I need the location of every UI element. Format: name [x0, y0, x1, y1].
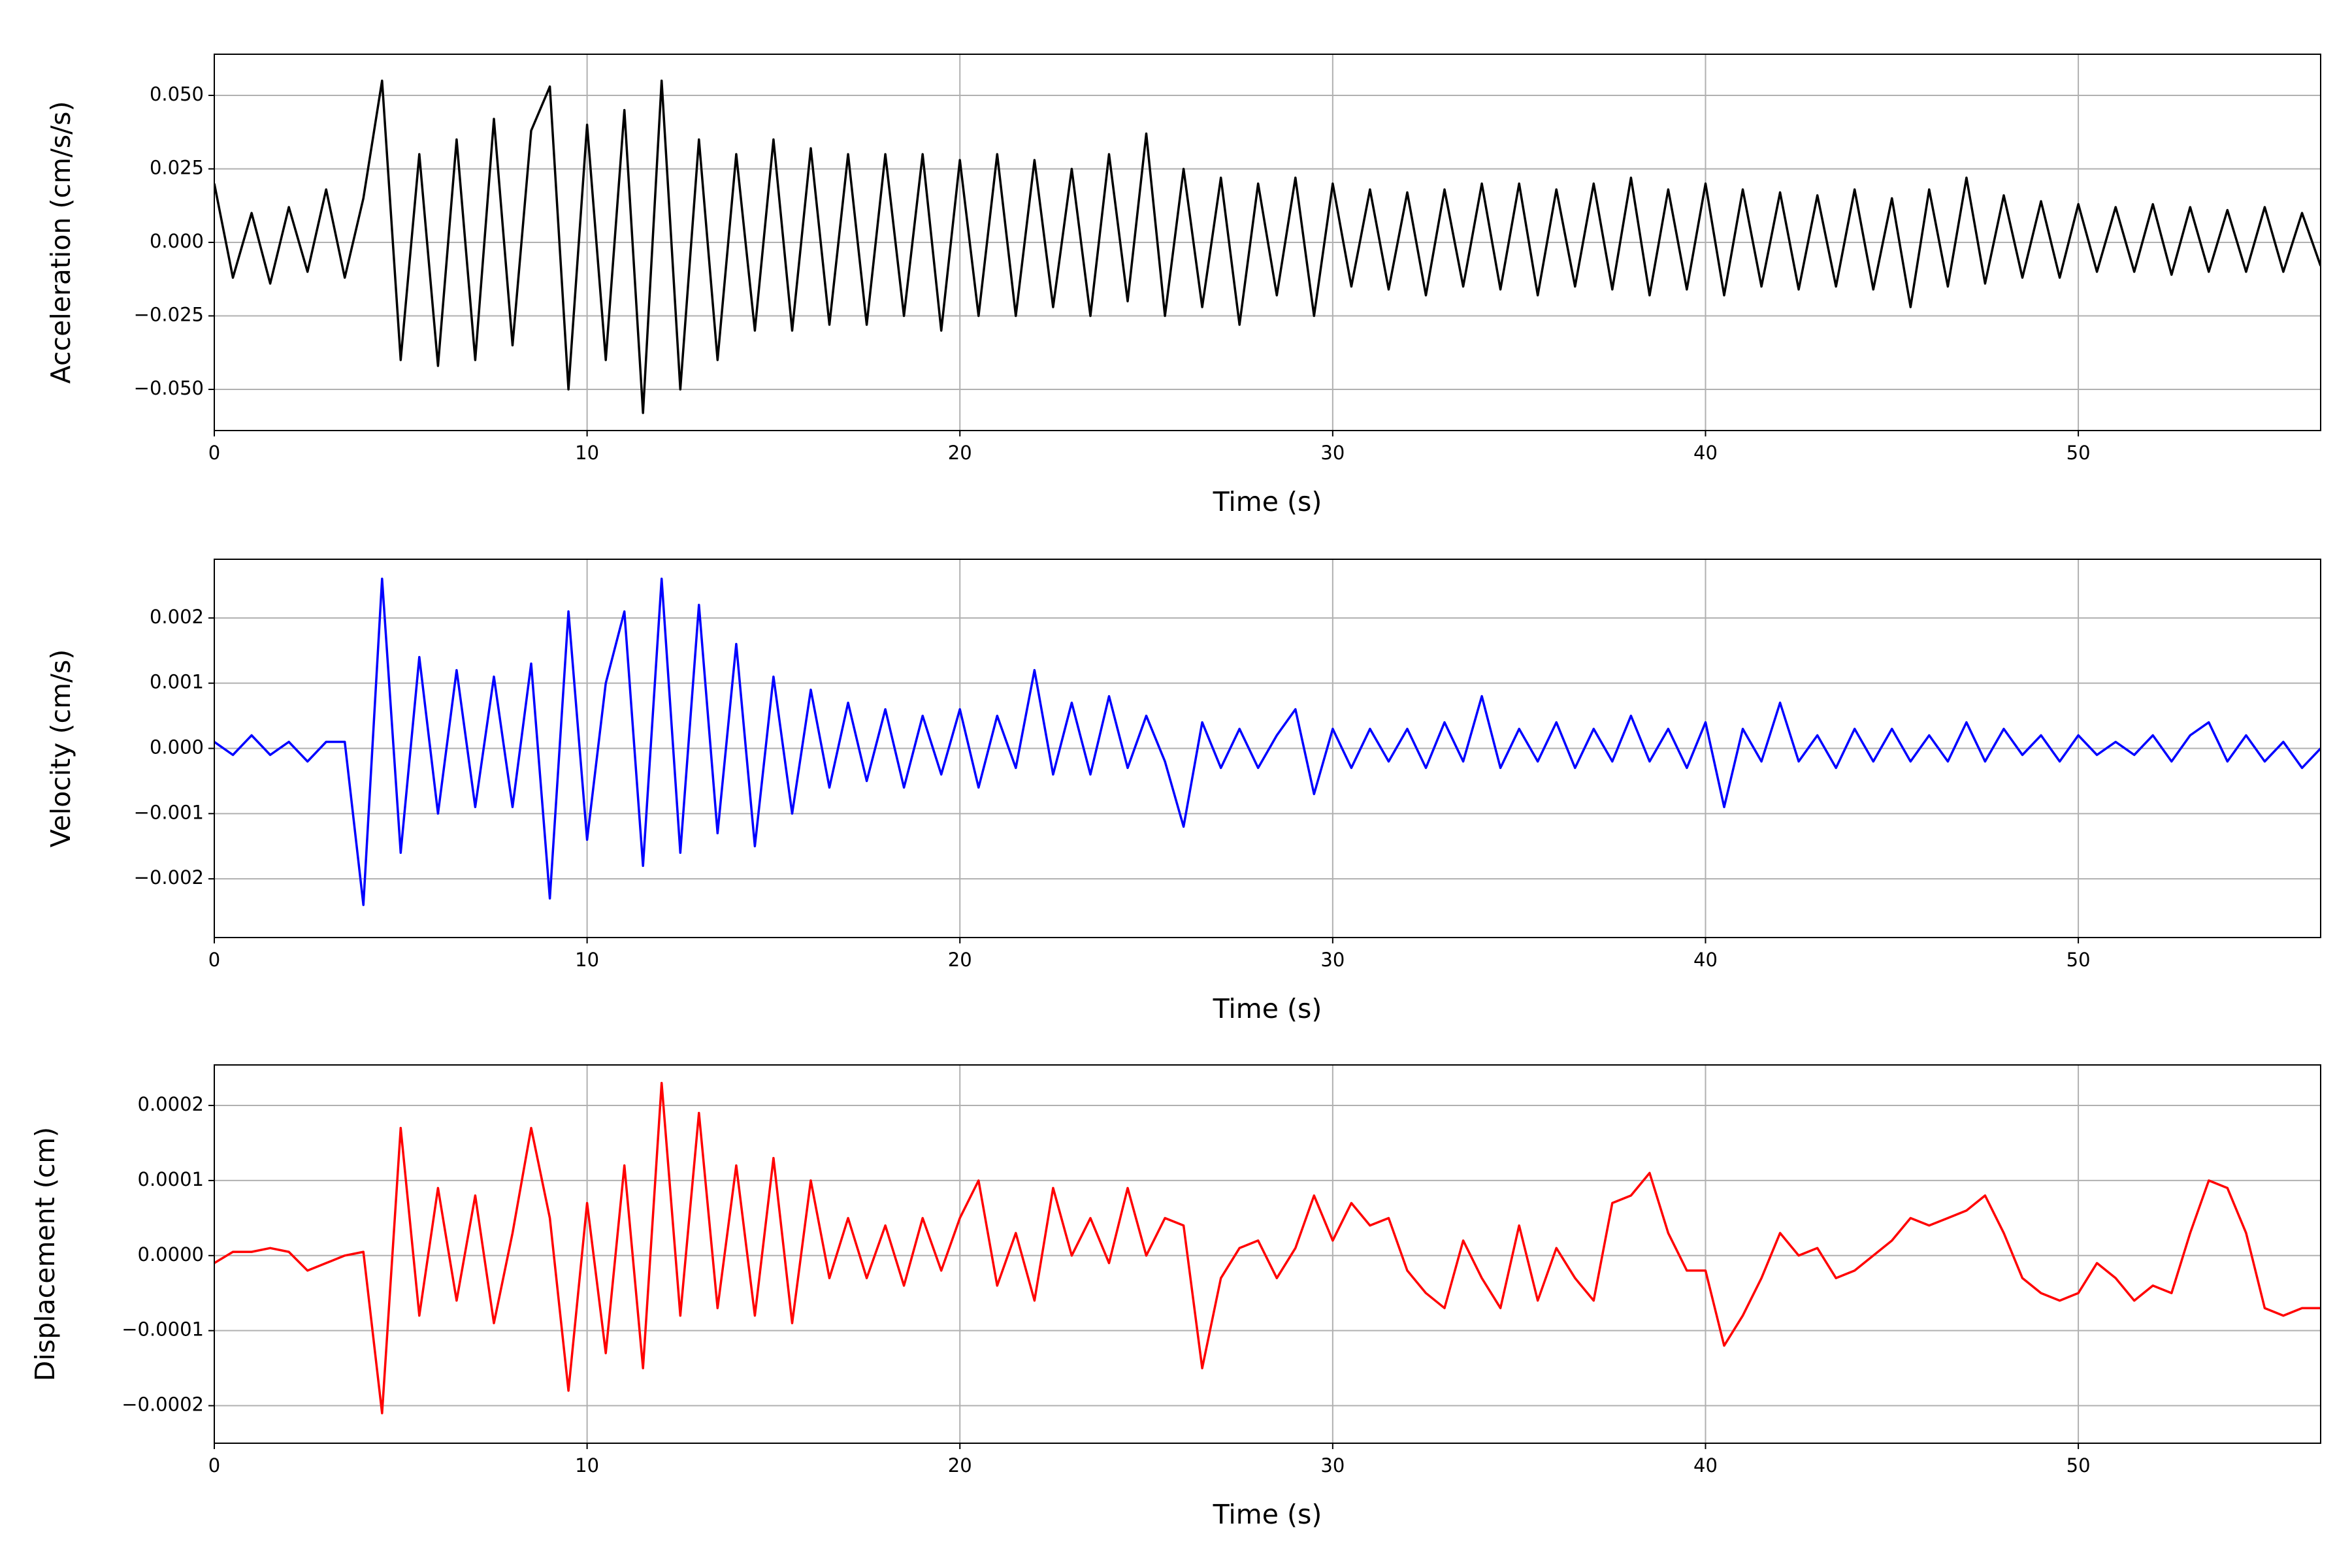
y-axis-label: Displacement (cm)	[29, 1127, 61, 1381]
y-tick-label: 0.0002	[138, 1093, 204, 1115]
x-tick-label: 0	[208, 949, 220, 971]
y-tick-label: 0.001	[150, 671, 204, 693]
y-tick-label: −0.002	[134, 866, 204, 889]
x-tick-label: 30	[1320, 1454, 1345, 1477]
y-tick-label: 0.0000	[138, 1243, 204, 1266]
y-tick-label: 0.025	[150, 157, 204, 179]
x-tick-label: 20	[948, 442, 972, 464]
x-tick-label: 40	[1693, 1454, 1718, 1477]
y-tick-label: −0.0002	[122, 1394, 204, 1416]
y-tick-label: 0.0001	[138, 1168, 204, 1190]
x-tick-label: 50	[2066, 1454, 2091, 1477]
x-tick-label: 10	[575, 442, 599, 464]
data-line	[214, 578, 2321, 906]
data-line	[214, 79, 2321, 414]
y-tick-label: −0.050	[134, 377, 204, 399]
x-axis-label: Time (s)	[1213, 1499, 1322, 1530]
x-axis-label: Time (s)	[1213, 993, 1322, 1024]
x-tick-label: 40	[1693, 442, 1718, 464]
x-axis-label: Time (s)	[1213, 486, 1322, 517]
y-axis-label: Acceleration (cm/s/s)	[45, 101, 76, 384]
y-tick-label: 0.000	[150, 736, 204, 759]
x-tick-label: 10	[575, 1454, 599, 1477]
x-tick-label: 50	[2066, 949, 2091, 971]
x-tick-label: 10	[575, 949, 599, 971]
y-tick-label: 0.002	[150, 606, 204, 628]
axes-frame	[214, 1064, 2321, 1444]
x-tick-label: 20	[948, 1454, 972, 1477]
x-tick-label: 0	[208, 1454, 220, 1477]
x-tick-label: 0	[208, 442, 220, 464]
y-tick-label: 0.050	[150, 83, 204, 105]
y-tick-label: −0.025	[134, 304, 204, 326]
axes-frame	[214, 54, 2321, 431]
x-tick-label: 20	[948, 949, 972, 971]
x-tick-label: 50	[2066, 442, 2091, 464]
data-line	[214, 1081, 2321, 1414]
x-tick-label: 40	[1693, 949, 1718, 971]
x-tick-label: 30	[1320, 442, 1345, 464]
axes-frame	[214, 559, 2321, 938]
y-axis-label: Velocity (cm/s)	[45, 649, 76, 848]
y-tick-label: −0.0001	[122, 1318, 204, 1341]
x-tick-label: 30	[1320, 949, 1345, 971]
y-tick-label: −0.001	[134, 801, 204, 823]
y-tick-label: 0.000	[150, 230, 204, 252]
